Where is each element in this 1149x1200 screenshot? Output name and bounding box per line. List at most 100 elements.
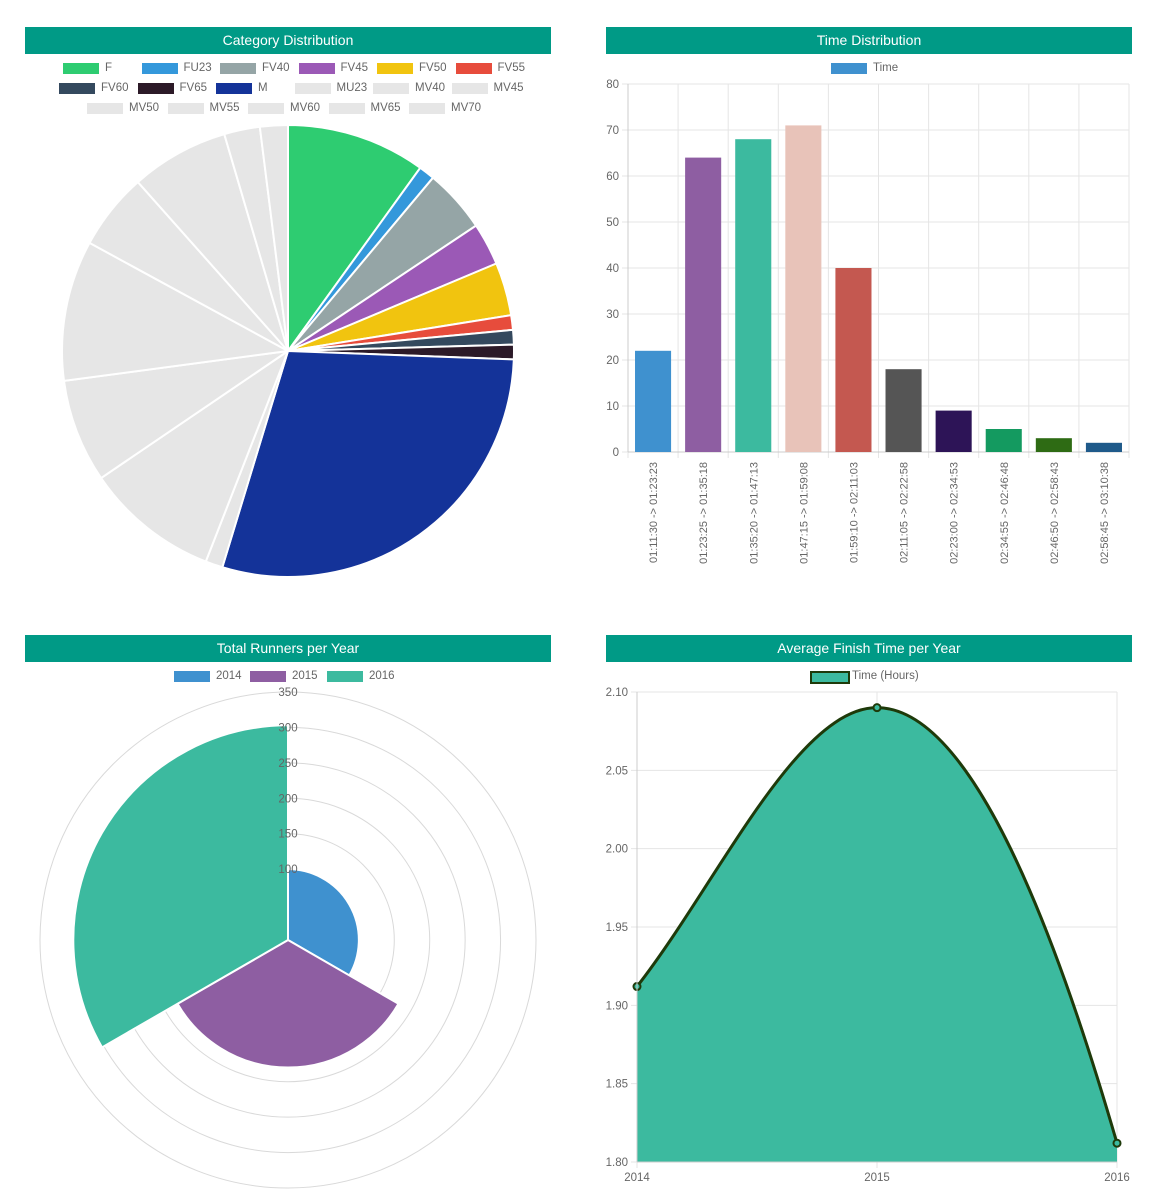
legend-label: 2015 [292,670,318,682]
polar-sector-2016 [72,724,289,1049]
y-tick-label: 60 [606,171,619,183]
legend-swatch [167,103,204,114]
x-tick-label: 01:47:15 -> 01:59:08 [798,462,810,564]
legend-swatch [250,671,286,682]
bar-0 [635,350,672,452]
y-tick-label: 2.05 [606,765,628,777]
pie-slice-mv40 [99,348,291,563]
bar-2 [735,139,772,452]
legend-label: FV45 [340,62,369,74]
x-tick-label: 2015 [864,1172,890,1184]
legend-label: MV60 [290,102,321,114]
bar-8 [1035,438,1072,452]
legend-swatch [220,63,256,74]
legend-swatch [409,103,445,114]
legend-label: MV40 [415,82,446,94]
legend-label: FV40 [262,62,290,74]
x-tick-label: 02:11:05 -> 02:22:58 [899,462,911,563]
x-tick-label: 02:34:55 -> 02:46:48 [999,462,1011,564]
polar-sector-2015 [176,938,400,1069]
y-tick-label: 0 [613,447,619,459]
r-tick-label: 200 [278,793,297,805]
legend-label: F [105,62,113,74]
legend-label: 2014 [216,670,242,682]
x-tick-label: 02:23:00 -> 02:34:53 [949,462,961,564]
category-pie-chart [61,123,515,578]
legend-swatch [327,671,363,682]
legend-swatch [455,63,492,74]
bar-5 [885,369,922,452]
avg-finish-header: Average Finish Time per Year [606,635,1132,662]
y-tick-label: 40 [606,263,619,275]
bar-1 [685,157,722,452]
runners-header: Total Runners per Year [25,635,551,662]
x-tick-label: 2014 [624,1172,650,1184]
legend-label: MV45 [493,82,524,94]
r-tick-label: 250 [278,758,297,770]
category-distribution-header: Category Distribution [25,27,551,54]
legend-swatch [248,103,284,114]
y-tick-label: 1.95 [606,922,628,934]
legend-swatch [831,63,867,74]
legend-swatch [141,63,178,74]
legend-label: MV65 [370,102,401,114]
y-tick-label: 2.10 [606,687,628,699]
area-line [635,706,1119,1144]
pie-slice-mv70 [258,123,289,352]
bar-6 [935,410,972,452]
legend-label: Time [873,62,899,74]
x-tick-label: 01:11:30 -> 01:23:23 [648,462,660,563]
bar-3 [785,125,822,453]
r-tick-label: 350 [278,687,297,699]
r-tick-label: 150 [278,829,297,841]
time-distribution-header: Time Distribution [606,27,1132,54]
legend-swatch [174,671,210,682]
legend-swatch [298,63,335,74]
legend-label: MV55 [209,102,240,114]
y-tick-label: 50 [606,217,619,229]
data-point-2015 [872,703,882,713]
y-tick-label: 10 [606,401,619,413]
x-tick-label: 01:23:25 -> 01:35:18 [698,462,710,564]
y-tick-label: 20 [606,355,619,367]
y-tick-label: 1.90 [606,1000,628,1012]
polar-sector-2014 [287,868,360,977]
legend-swatch [137,83,174,94]
legend-label: Time (Hours) [852,670,919,682]
bar-9 [1085,442,1122,452]
legend-label: MU23 [336,82,368,94]
y-tick-label: 2.00 [606,844,628,856]
pie-slice-m [221,349,515,578]
bar-7 [985,429,1022,452]
pie-slice-mv45 [62,350,289,480]
legend-label: FV50 [419,62,447,74]
legend-swatch [63,63,99,74]
x-tick-label: 02:58:45 -> 03:10:38 [1099,462,1111,564]
category-legend: F FU23 FV40 FV45 FV50 FV55 FV60 FV65 M MU23 MV40 MV… [0,0,576,120]
polar-ring [39,691,537,1189]
legend-label: FV65 [179,82,208,94]
legend-swatch [294,83,331,94]
legend-label: M [258,82,268,94]
legend-label: FV60 [101,82,129,94]
y-tick-label: 70 [606,125,619,137]
bar-4 [835,268,872,452]
legend-swatch [377,63,413,74]
y-tick-label: 30 [606,309,619,321]
pie-slice-mv50 [61,241,292,382]
legend-swatch [59,83,95,94]
legend-swatch [373,83,409,94]
area-fill [637,707,1117,1162]
legend-label: FV55 [497,62,526,74]
x-tick-label: 01:35:20 -> 01:47:13 [748,462,760,564]
y-tick-label: 1.85 [606,1079,628,1091]
y-tick-label: 1.80 [606,1157,628,1169]
x-tick-label: 01:59:10 -> 02:11:03 [848,462,860,563]
legend-label: FU23 [183,62,212,74]
x-tick-label: 2016 [1104,1172,1130,1184]
legend-swatch [451,83,488,94]
data-point-2016 [1112,1138,1122,1148]
legend-swatch [328,103,365,114]
